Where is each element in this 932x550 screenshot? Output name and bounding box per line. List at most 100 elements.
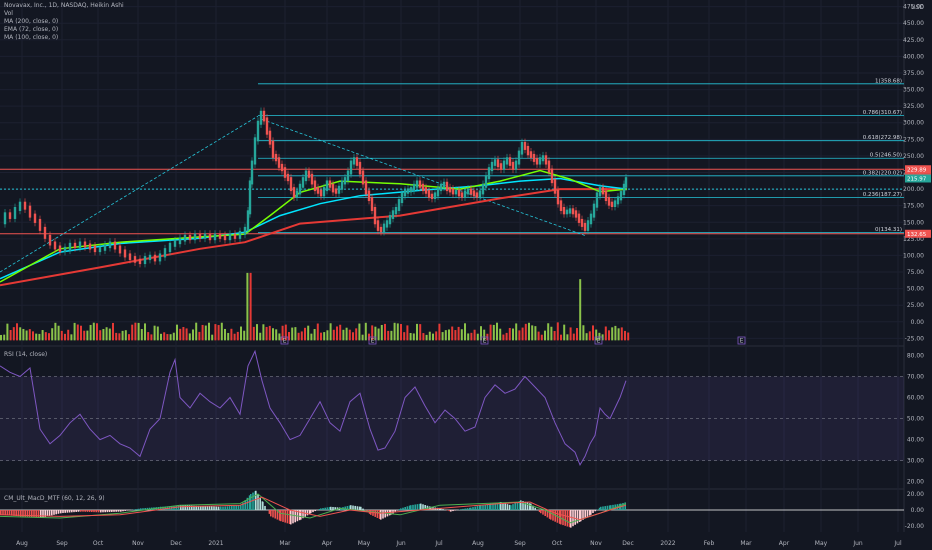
candle-body bbox=[246, 210, 250, 231]
y-tick-label: 425.00 bbox=[903, 37, 924, 44]
candle-body bbox=[499, 163, 503, 170]
macd-histogram-bar bbox=[202, 506, 204, 510]
candle-body bbox=[574, 210, 578, 218]
macd-histogram-bar bbox=[330, 506, 332, 510]
volume-bar bbox=[617, 328, 620, 341]
candle-body bbox=[622, 183, 626, 196]
volume-bar bbox=[243, 330, 246, 341]
macd-histogram-bar bbox=[215, 506, 217, 510]
volume-bar bbox=[457, 326, 460, 341]
volume-bar bbox=[204, 325, 207, 341]
main-legend: Novavax, Inc., 1D, NASDAQ, Heikin Ashi V… bbox=[4, 2, 124, 42]
candle-body bbox=[427, 189, 431, 198]
volume-bar bbox=[300, 331, 303, 341]
volume-bar bbox=[489, 324, 492, 341]
macd-histogram-bar bbox=[44, 510, 46, 517]
macd-histogram-bar bbox=[568, 510, 571, 528]
macd-histogram-bar bbox=[200, 506, 202, 510]
macd-histogram-bar bbox=[46, 510, 49, 517]
candle-body bbox=[535, 157, 539, 165]
candle-body bbox=[565, 209, 569, 215]
candle-body bbox=[123, 249, 127, 258]
volume-bar bbox=[598, 332, 601, 341]
candle-body bbox=[203, 233, 207, 239]
y-tick-label: 50.00 bbox=[907, 286, 924, 293]
x-tick-label: Sep bbox=[514, 540, 526, 547]
candle-body bbox=[223, 234, 227, 241]
macd-histogram-bar bbox=[113, 510, 115, 512]
candle-body bbox=[601, 187, 605, 195]
volume-bar bbox=[483, 329, 486, 341]
volume-bar bbox=[208, 322, 210, 341]
rsi-tick-label: 20.00 bbox=[907, 479, 924, 486]
macd-histogram-bar bbox=[146, 507, 149, 510]
candle-body bbox=[158, 253, 162, 262]
macd-histogram-bar bbox=[540, 510, 542, 514]
macd-histogram-bar bbox=[191, 505, 193, 510]
macd-histogram-bar bbox=[97, 510, 100, 513]
candle-body bbox=[466, 188, 470, 195]
candle-body bbox=[526, 145, 530, 156]
candle-body bbox=[388, 214, 392, 225]
x-tick-label: Jul bbox=[893, 540, 902, 547]
volume-bar bbox=[22, 328, 25, 341]
macd-histogram-bar bbox=[306, 510, 309, 516]
candle-body bbox=[571, 208, 575, 215]
price-tag bbox=[905, 174, 931, 183]
macd-histogram-bar bbox=[378, 510, 381, 520]
volume-bar bbox=[281, 325, 284, 341]
macd-histogram-bar bbox=[31, 510, 33, 518]
volume-bar bbox=[310, 333, 313, 341]
volume-bar bbox=[124, 330, 127, 341]
candle-body bbox=[218, 233, 222, 239]
macd-histogram-bar bbox=[318, 508, 321, 510]
volume-bar bbox=[57, 325, 60, 341]
macd-histogram-bar bbox=[446, 510, 449, 511]
macd-histogram-bar bbox=[13, 510, 15, 516]
x-tick-label: Mar bbox=[279, 540, 291, 547]
volume-bar bbox=[409, 333, 412, 341]
macd-histogram-bar bbox=[570, 510, 572, 528]
volume-bar bbox=[585, 333, 588, 341]
candle-body bbox=[188, 234, 192, 241]
candle-body bbox=[307, 170, 311, 178]
volume-bar bbox=[320, 332, 322, 341]
candle-body bbox=[133, 256, 137, 263]
candle-body bbox=[328, 180, 332, 188]
macd-histogram-bar bbox=[300, 510, 302, 520]
macd-histogram-bar bbox=[111, 510, 113, 512]
candle-body bbox=[439, 183, 443, 192]
candle-body bbox=[265, 117, 269, 135]
macd-histogram-bar bbox=[235, 505, 237, 510]
volume-bar bbox=[345, 327, 348, 341]
x-tick-label: Jun bbox=[395, 540, 406, 547]
macd-histogram-bar bbox=[468, 507, 471, 510]
macd-histogram-bar bbox=[124, 510, 126, 511]
candle-body bbox=[83, 241, 87, 248]
volume-bar bbox=[528, 322, 530, 341]
macd-histogram-bar bbox=[566, 510, 569, 527]
macd-histogram-bar bbox=[326, 507, 329, 510]
volume-bar bbox=[496, 322, 498, 341]
candle-body bbox=[262, 110, 266, 122]
volume-bar bbox=[553, 331, 556, 341]
volume-bar bbox=[182, 327, 185, 341]
macd-histogram-bar bbox=[544, 510, 546, 517]
macd-histogram-bar bbox=[255, 490, 257, 510]
macd-histogram-bar bbox=[40, 510, 42, 518]
macd-histogram-bar bbox=[233, 505, 235, 510]
volume-bar bbox=[307, 325, 310, 341]
candle-body bbox=[607, 197, 611, 206]
volume-bar bbox=[540, 334, 543, 341]
macd-histogram-bar bbox=[334, 507, 336, 510]
volume-bar bbox=[505, 332, 508, 341]
volume-bar bbox=[412, 333, 415, 341]
y-tick-label: 400.00 bbox=[903, 53, 924, 60]
volume-bar bbox=[112, 322, 114, 341]
candle-body bbox=[295, 190, 299, 198]
candle-body bbox=[586, 220, 590, 231]
volume-bar bbox=[121, 330, 124, 341]
macd-histogram-bar bbox=[440, 508, 442, 510]
earnings-marker-label: E bbox=[597, 338, 601, 345]
